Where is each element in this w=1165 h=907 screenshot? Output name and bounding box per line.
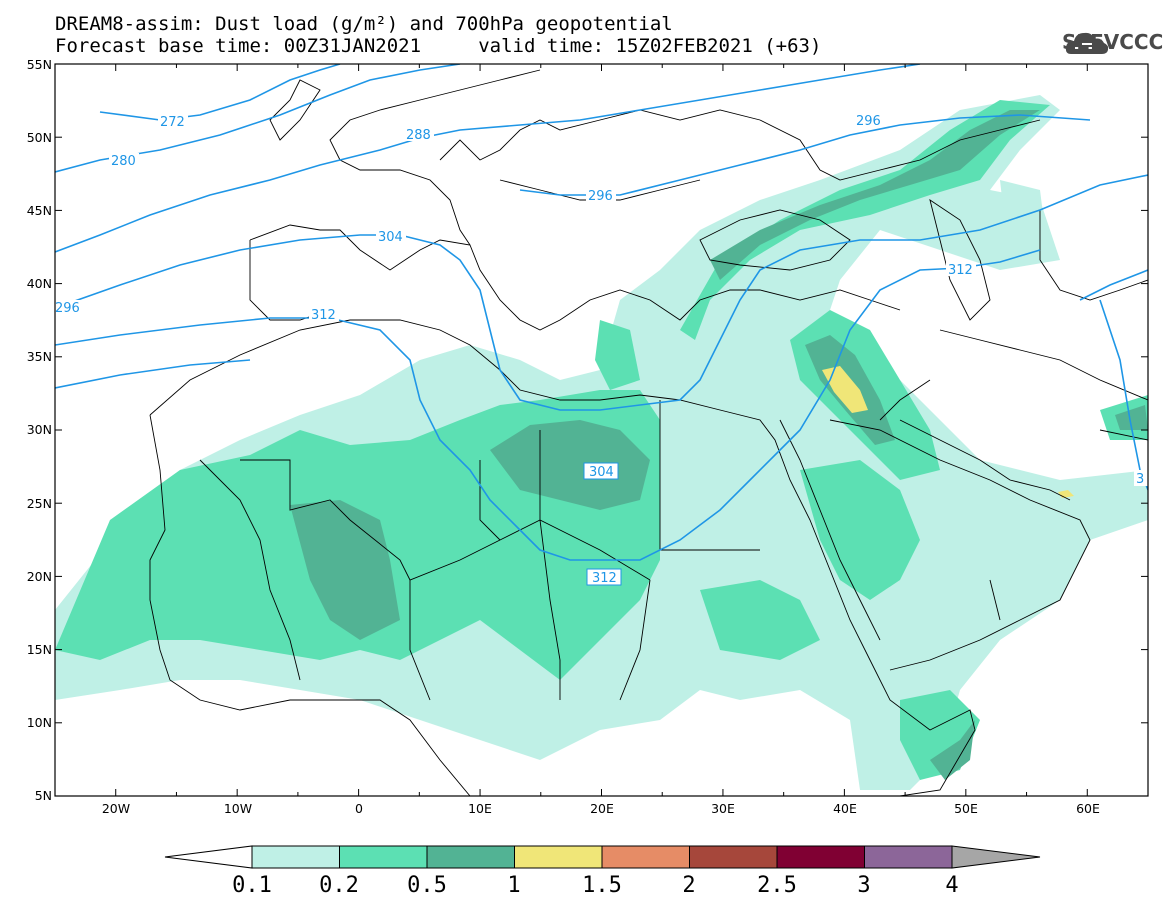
colorbar-box — [689, 845, 778, 869]
colorbar-under-arrow — [164, 845, 253, 869]
colorbar-box — [339, 845, 428, 869]
contour-label: 296 — [55, 301, 80, 316]
colorbar-over-arrow — [951, 845, 1041, 869]
lat-label: 40N — [27, 276, 52, 291]
longitude-labels: 20W 10W 0 10E 20E 30E 40E 50E 60E — [102, 801, 1100, 816]
contour-label: 312 — [948, 263, 973, 278]
lat-label: 45N — [27, 203, 52, 218]
contour-label: 288 — [406, 128, 431, 143]
colorbar-box — [776, 845, 865, 869]
lat-label: 5N — [35, 788, 52, 803]
lon-label: 30E — [711, 801, 735, 816]
coastlines — [149, 69, 1148, 796]
logo-text: SEEVCCC — [1062, 30, 1164, 54]
contour-label: 304 — [378, 230, 403, 245]
contour-label: 312 — [311, 308, 336, 323]
lat-label: 10N — [27, 715, 52, 730]
colorbar-label: 1 — [507, 873, 520, 898]
lat-label: 50N — [27, 130, 52, 145]
geopotential-contours — [55, 64, 1148, 561]
lat-label: 35N — [27, 349, 52, 364]
colorbar-label: 2 — [682, 873, 695, 898]
title-line-2: Forecast base time: 00Z31JAN2021 valid t… — [55, 35, 822, 57]
colorbar-box — [864, 845, 953, 869]
colorbar-box — [426, 845, 515, 869]
lon-label: 10W — [224, 801, 252, 816]
lat-label: 15N — [27, 642, 52, 657]
lon-label: 40E — [833, 801, 857, 816]
colorbar-box — [514, 845, 603, 869]
lat-label: 20N — [27, 569, 52, 584]
contour-label: 304 — [589, 465, 614, 480]
colorbar-label: 2.5 — [757, 873, 797, 898]
lon-label: 50E — [954, 801, 978, 816]
cloud-logo-icon — [1065, 32, 1109, 54]
colorbar-label: 0.5 — [407, 873, 447, 898]
colorbar-label: 4 — [945, 873, 958, 898]
contour-label: 296 — [588, 189, 613, 204]
lat-label: 25N — [27, 496, 52, 511]
lon-label: 20E — [590, 801, 614, 816]
lon-label: 0 — [355, 801, 363, 816]
title-line-1: DREAM8-assim: Dust load (g/m²) and 700hP… — [55, 13, 673, 35]
contour-label: 3 — [1136, 472, 1144, 487]
colorbar-label: 0.2 — [319, 873, 359, 898]
dust-fields — [55, 95, 1148, 790]
contour-label: 272 — [160, 115, 185, 130]
colorbar-label: 0.1 — [232, 873, 272, 898]
contour-label: 312 — [592, 571, 617, 586]
colorbar-label: 1.5 — [582, 873, 622, 898]
lon-label: 10E — [468, 801, 492, 816]
colorbar-label: 3 — [857, 873, 870, 898]
lat-label: 30N — [27, 422, 52, 437]
contour-label-group: 272 280 288 296 296 296 304 304 312 312 … — [55, 113, 1148, 586]
contour-label: 296 — [856, 114, 881, 129]
axis-ticks — [54, 63, 1149, 797]
colorbar: 0.1 0.2 0.5 1 1.5 2 2.5 3 4 — [164, 845, 1041, 898]
lon-label: 60E — [1076, 801, 1100, 816]
lon-label: 20W — [102, 801, 130, 816]
colorbar-box — [601, 845, 690, 869]
latitude-labels: 55N 50N 45N 40N 35N 30N 25N 20N 15N 10N … — [27, 57, 52, 803]
colorbar-box — [251, 845, 340, 869]
contour-label: 280 — [111, 154, 136, 169]
lat-label: 55N — [27, 57, 52, 72]
